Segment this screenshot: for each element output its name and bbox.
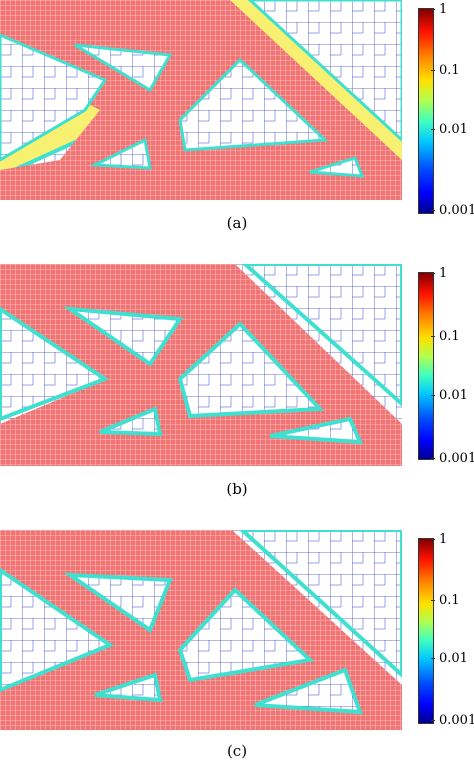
colorbar-tick-1: 1 — [430, 2, 448, 17]
density-plot-a — [0, 0, 402, 200]
density-svg-b — [0, 264, 402, 466]
colorbar-c — [418, 538, 434, 724]
panel-b: 1 0.1 0.01 0.001 (b) — [0, 264, 474, 504]
density-svg-c — [0, 530, 402, 730]
colorbar-c-tick-0.001: 0.001 — [430, 714, 474, 727]
colorbar-b — [418, 272, 434, 460]
colorbar-tick-0.01: 0.01 — [431, 122, 468, 137]
panel-c: 1 0.1 0.01 0.001 (c) — [0, 530, 474, 764]
density-plot-b — [0, 264, 402, 466]
caption-a: (a) — [226, 214, 248, 232]
panel-a: 1 0.1 0.01 0.001 (a) — [0, 0, 474, 240]
colorbar-b-tick-0.01: 0.01 — [431, 388, 468, 403]
caption-b: (b) — [226, 480, 248, 498]
colorbar-tick-0.1: 0.1 — [431, 63, 460, 78]
colorbar-tick-0.001: 0.001 — [430, 204, 474, 217]
colorbar-b-tick-0.001: 0.001 — [430, 452, 474, 465]
colorbar-b-tick-1: 1 — [430, 266, 448, 281]
density-plot-c — [0, 530, 402, 730]
density-svg-a — [0, 0, 402, 200]
colorbar-a — [418, 8, 434, 214]
colorbar-c-tick-0.1: 0.1 — [431, 593, 460, 608]
caption-c: (c) — [226, 742, 248, 760]
colorbar-b-tick-0.1: 0.1 — [431, 329, 460, 344]
colorbar-c-tick-0.01: 0.01 — [431, 651, 468, 666]
colorbar-c-tick-1: 1 — [430, 532, 448, 547]
